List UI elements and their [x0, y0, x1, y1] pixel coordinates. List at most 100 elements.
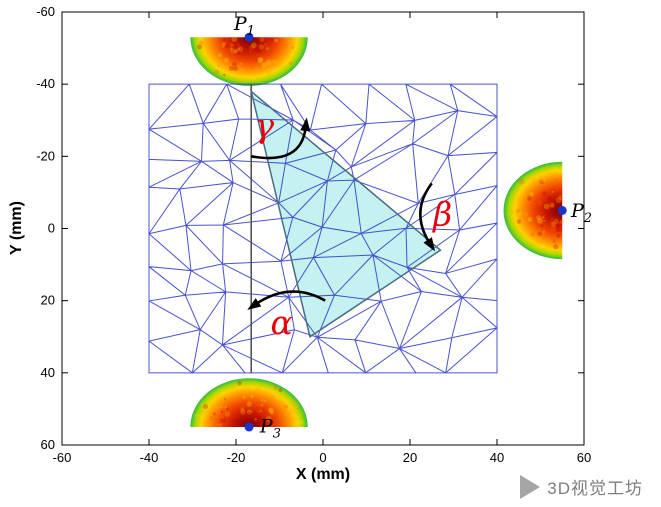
- angle-arc-gamma: [250, 127, 307, 160]
- field-speckle: [217, 65, 220, 68]
- field-speckle: [543, 203, 550, 210]
- field-speckle: [223, 73, 226, 77]
- watermark: 3D视觉工坊: [520, 474, 643, 499]
- field-speckle: [241, 405, 246, 409]
- y-tick-label: -60: [36, 4, 55, 19]
- field-speckle: [274, 38, 278, 43]
- field-speckle: [224, 406, 228, 409]
- field-speckle: [268, 407, 274, 414]
- transducer-field: [190, 378, 308, 427]
- field-speckle: [234, 49, 239, 54]
- field-speckle: [262, 72, 266, 75]
- field-speckle: [234, 48, 237, 51]
- axes-box: [61, 11, 585, 446]
- field-speckle: [527, 218, 531, 223]
- field-speckle: [290, 409, 297, 415]
- angle-symbol-alpha: α: [271, 303, 293, 342]
- field-speckle: [214, 66, 218, 70]
- field-speckle: [268, 423, 272, 427]
- field-speckle: [247, 411, 252, 416]
- field-speckle: [549, 203, 555, 208]
- field-speckle: [202, 403, 209, 410]
- field-speckle: [284, 412, 289, 417]
- field-speckle: [519, 219, 526, 225]
- field-speckle: [558, 220, 562, 225]
- field-speckle: [241, 79, 245, 84]
- point-P2: [557, 205, 567, 215]
- field-speckle: [529, 191, 534, 197]
- field-speckle: [258, 421, 261, 424]
- field-speckle: [272, 62, 276, 66]
- field-speckle: [555, 197, 562, 203]
- field-speckle: [266, 71, 271, 76]
- field-speckle: [214, 69, 220, 75]
- field-speckle: [262, 408, 265, 411]
- field-speckle: [551, 221, 557, 228]
- point-P1: [244, 32, 254, 42]
- field-speckle: [212, 412, 216, 416]
- mesh-lines: [148, 83, 498, 374]
- field-speckle: [248, 63, 254, 69]
- field-speckle: [223, 57, 229, 63]
- field-speckle: [255, 58, 259, 62]
- x-tick-label: 40: [490, 450, 504, 465]
- field-speckle: [288, 61, 293, 66]
- field-speckle: [240, 407, 245, 412]
- field-speckle: [256, 57, 263, 64]
- field-speckle: [283, 404, 288, 409]
- field-speckle: [537, 217, 544, 224]
- field-speckle: [228, 65, 234, 72]
- field-speckle: [530, 232, 535, 237]
- field-speckle: [230, 43, 234, 47]
- field-speckle: [222, 38, 226, 42]
- field-speckle: [542, 230, 546, 234]
- field-speckle: [273, 47, 279, 53]
- field-speckle: [256, 47, 263, 54]
- x-tick-label: 20: [403, 450, 417, 465]
- field-speckle: [233, 66, 238, 71]
- angle-arrowhead-alpha: [247, 298, 262, 310]
- field-speckle: [554, 222, 560, 228]
- field-speckle: [259, 410, 262, 413]
- field-speckle: [230, 48, 236, 54]
- transducer-P3: [190, 378, 308, 427]
- field-speckle: [221, 42, 226, 47]
- field-speckle: [550, 235, 554, 240]
- field-speckle: [237, 47, 241, 50]
- field-speckle: [216, 423, 219, 426]
- field-speckle: [557, 169, 563, 174]
- field-speckle: [236, 50, 241, 55]
- x-tick-label: -20: [227, 450, 246, 465]
- x-tick-label: -60: [53, 450, 72, 465]
- field-speckle: [251, 42, 257, 49]
- field-speckle: [556, 233, 561, 239]
- field-speckle: [537, 200, 543, 206]
- field-speckle: [553, 166, 558, 171]
- field-speckle: [558, 194, 564, 200]
- field-speckle: [248, 49, 252, 53]
- field-speckle: [258, 415, 262, 419]
- field-speckle: [197, 44, 203, 50]
- transducer-field: [503, 161, 563, 260]
- field-speckle: [273, 385, 278, 390]
- field-speckle: [265, 415, 272, 422]
- field-speckle: [540, 177, 546, 183]
- field-speckle: [532, 202, 536, 206]
- field-speckle: [232, 61, 237, 67]
- field-speckle: [555, 226, 562, 233]
- x-tick-label: 60: [577, 450, 591, 465]
- transducer-P2: [503, 161, 564, 260]
- field-speckle: [292, 406, 296, 410]
- field-speckle: [551, 190, 554, 193]
- field-speckle: [259, 36, 265, 42]
- field-speckle: [246, 409, 253, 415]
- field-speckle: [234, 69, 237, 72]
- field-speckle: [249, 44, 255, 51]
- field-speckle: [265, 59, 272, 66]
- field-speckle: [246, 401, 253, 407]
- field-speckle: [260, 403, 264, 407]
- field-speckle: [527, 217, 533, 222]
- field-speckle: [203, 410, 207, 414]
- field-speckle: [249, 384, 256, 391]
